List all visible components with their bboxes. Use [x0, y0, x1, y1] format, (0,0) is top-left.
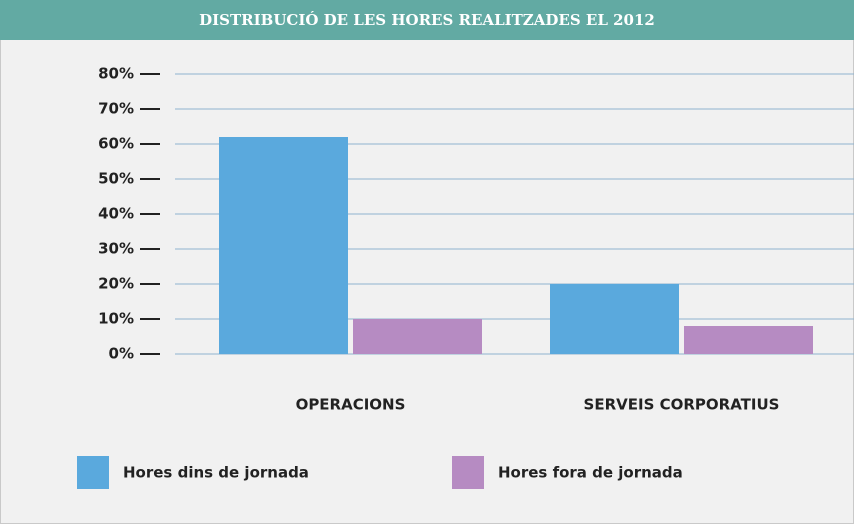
bar — [684, 326, 813, 354]
y-tick-label: 70% — [98, 100, 134, 118]
x-tick-label: OPERACIONS — [296, 396, 406, 414]
y-tick-label: 50% — [98, 170, 134, 188]
y-tick-label: 80% — [98, 65, 134, 83]
bar — [550, 284, 679, 354]
y-tick-label: 10% — [98, 310, 134, 328]
y-tick-label: 40% — [98, 205, 134, 223]
title-banner — [0, 0, 854, 40]
y-tick-label: 30% — [98, 240, 134, 258]
legend-label: Hores dins de jornada — [123, 464, 309, 482]
chart-title: DISTRIBUCIÓ DE LES HORES REALITZADES EL … — [199, 11, 655, 29]
y-tick-label: 0% — [109, 345, 134, 363]
legend-swatch — [77, 456, 109, 489]
bar — [219, 137, 348, 354]
legend-swatch — [452, 456, 484, 489]
y-tick-label: 20% — [98, 275, 134, 293]
x-tick-label: SERVEIS CORPORATIUS — [584, 396, 780, 414]
legend-label: Hores fora de jornada — [498, 464, 683, 482]
y-tick-label: 60% — [98, 135, 134, 153]
bar — [353, 319, 482, 354]
